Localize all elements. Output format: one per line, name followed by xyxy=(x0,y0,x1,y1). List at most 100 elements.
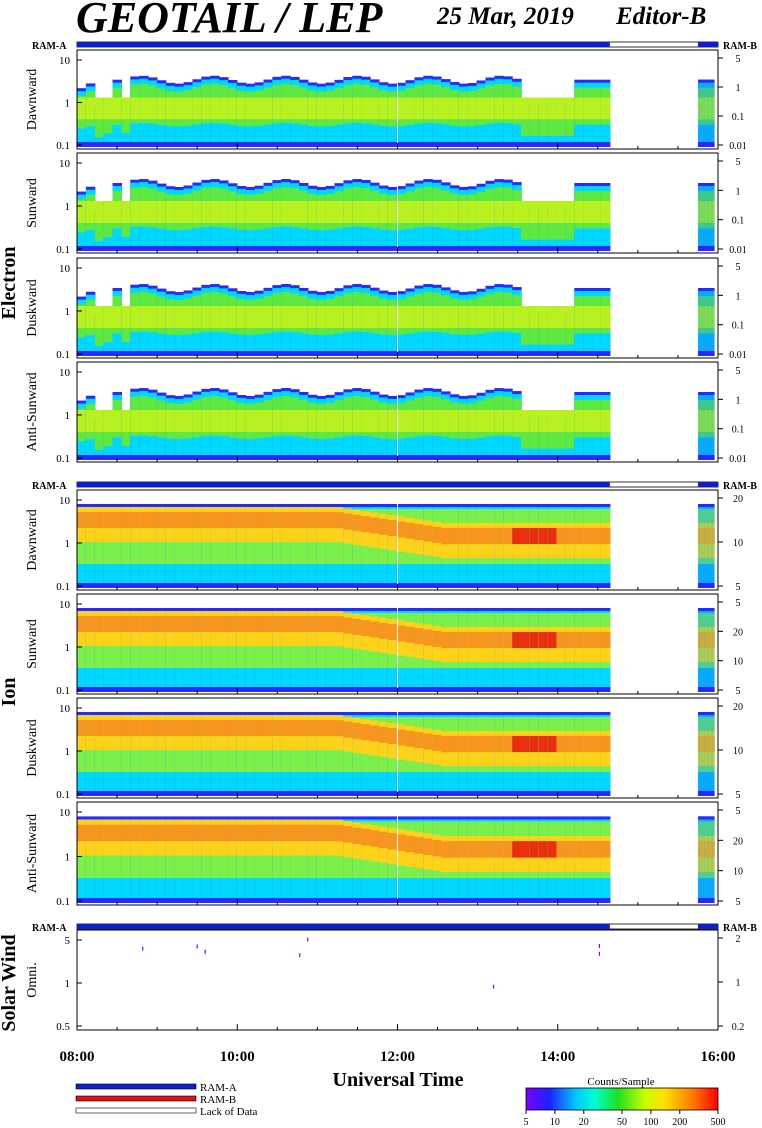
plot-date: 25 Mar, 2019 xyxy=(437,3,574,30)
spectrum-cell xyxy=(316,824,327,842)
y-tick-label: 1 xyxy=(65,98,71,110)
spectrum-cell xyxy=(432,526,442,543)
spectrum-cell xyxy=(307,97,318,120)
y-tick-label: 0.1 xyxy=(56,789,70,801)
spectrum-cell xyxy=(414,201,424,223)
mode-bar-ram-a-tail xyxy=(697,42,718,47)
spectrum-cell xyxy=(201,512,211,528)
spectrum-cell xyxy=(103,210,114,238)
spectrum-cell xyxy=(378,201,389,223)
mode-bar-ram-a xyxy=(77,924,610,929)
colorbar-tick-label: 50 xyxy=(617,1117,627,1128)
spectrum-cell xyxy=(307,512,318,528)
spectrum-cell xyxy=(148,616,158,632)
spectrum-cell xyxy=(387,306,398,328)
solar-wind-point xyxy=(142,946,144,951)
spectrum-cell xyxy=(494,306,504,328)
spectrum-cell xyxy=(529,528,540,544)
spectrum-cell xyxy=(529,306,540,328)
spectrum-cell xyxy=(529,632,540,648)
spectrum-cell xyxy=(77,720,87,736)
spectrum-cell xyxy=(361,410,371,432)
spectrum-cell xyxy=(334,201,345,223)
x-tick-label: 08:00 xyxy=(60,1049,95,1065)
spectrum-cell xyxy=(299,512,309,528)
spectrum-cell xyxy=(538,306,549,328)
spectrum-cell xyxy=(77,824,87,842)
spectrum-cell xyxy=(423,733,433,750)
spectrum-cell xyxy=(458,736,469,752)
spectrum-cell xyxy=(449,410,460,432)
panel-label: Dawnward xyxy=(25,69,40,130)
spectrum-cell xyxy=(538,410,549,432)
spectrum-cell xyxy=(227,97,238,120)
legend-ram-b-label: RAM-B xyxy=(200,1094,236,1106)
spectrum-cell xyxy=(201,616,211,632)
spectrum-cell xyxy=(361,828,371,846)
spectrum-cell xyxy=(521,528,531,544)
spectrum-cell xyxy=(254,824,265,842)
y-tick-label: 0.1 xyxy=(56,896,70,908)
spectrum-cell xyxy=(254,410,265,432)
spectrum-cell xyxy=(201,824,211,842)
spectrum-cell xyxy=(307,410,318,432)
spectrum-cell xyxy=(458,632,469,648)
spectrum-cell xyxy=(227,616,238,632)
spectrum-cell xyxy=(183,97,194,120)
spectrum-cell xyxy=(316,720,327,736)
spectrum-cell xyxy=(574,528,584,544)
spectrum-cell xyxy=(201,97,211,120)
mode-bar-ram-a-tail xyxy=(697,924,718,929)
spectrum-cell xyxy=(405,835,416,853)
spectrum-cell xyxy=(529,97,540,120)
spectrum-cell xyxy=(512,632,522,648)
spectrum-cell xyxy=(272,201,282,223)
spectrum-cell xyxy=(600,410,611,432)
spectrum-cell xyxy=(343,721,353,738)
spectrum-cell xyxy=(94,218,105,241)
spectrum-cell xyxy=(210,201,220,223)
spectrum-cell xyxy=(352,410,362,432)
y-tick-label: 1 xyxy=(65,410,71,422)
spectrum-cell xyxy=(547,306,558,328)
spectrum-cell xyxy=(227,306,238,328)
solar-wind-point xyxy=(204,949,206,954)
panel-label: Duskward xyxy=(25,719,40,777)
spectrum-cell xyxy=(512,97,522,120)
spectrum-cell xyxy=(503,632,513,648)
spectrum-cell xyxy=(245,410,256,432)
spectrum-cell xyxy=(121,97,131,120)
spectrum-cell xyxy=(538,736,549,752)
spectrum-cell xyxy=(547,841,558,858)
right-tick-label: 0.1 xyxy=(732,321,745,332)
spectrum-cell xyxy=(263,410,273,432)
y-tick-label: 5 xyxy=(65,935,71,947)
spectrum-cell xyxy=(77,410,87,432)
spectrum-cell xyxy=(183,306,194,328)
spectrum-cell xyxy=(361,97,371,120)
right-tick-label: 1 xyxy=(736,186,741,197)
spectrum-cell xyxy=(387,833,398,850)
spectrum-cell xyxy=(281,512,291,528)
spectrum-cell xyxy=(343,97,353,120)
spectrum-cell xyxy=(556,425,567,449)
spectrum-cell xyxy=(387,520,398,537)
spectrum-cell xyxy=(503,841,513,858)
mode-label-right: RAM-B xyxy=(723,923,757,934)
spectrum-cell xyxy=(556,841,567,858)
spectrum-cell xyxy=(130,201,140,223)
spectrum-cell xyxy=(219,512,229,528)
y-tick-label: 0.1 xyxy=(56,453,70,465)
spectrum-cell xyxy=(713,528,715,544)
solar-wind-point xyxy=(299,953,301,958)
panel-label: Anti-Sunward xyxy=(25,814,40,893)
spectrum-cell xyxy=(503,306,513,328)
y-tick-label: 1 xyxy=(65,746,71,758)
spectrum-cell xyxy=(378,97,389,120)
spectrum-cell xyxy=(485,632,495,648)
spectrum-cell xyxy=(174,616,185,632)
spectrum-cell xyxy=(272,410,282,432)
mode-label-right: RAM-B xyxy=(723,41,757,52)
spectrum-cell xyxy=(103,315,114,343)
spectrum-cell xyxy=(130,616,140,632)
